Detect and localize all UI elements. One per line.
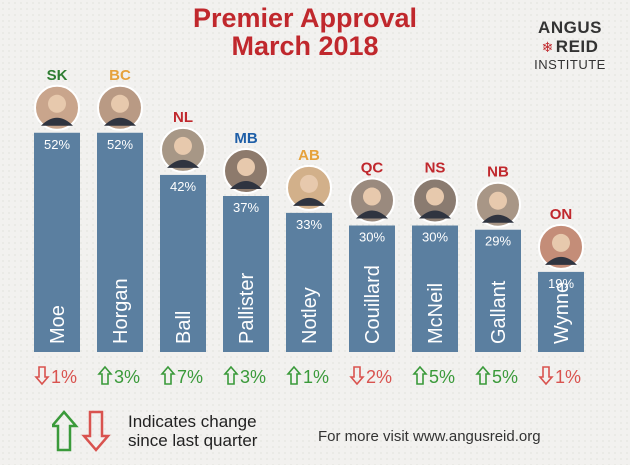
bar-wynne bbox=[538, 271, 584, 352]
up-arrow-icon bbox=[412, 365, 428, 385]
portrait-face-icon bbox=[237, 158, 255, 176]
portrait-suit-icon bbox=[419, 210, 451, 219]
maple-leaf-icon: ❄ bbox=[541, 39, 554, 55]
change-label: 1% bbox=[555, 367, 581, 387]
change-label: 2% bbox=[366, 367, 392, 387]
province-label: SK bbox=[47, 67, 68, 84]
province-label: ON bbox=[550, 206, 573, 223]
category-label: Horgan bbox=[110, 278, 132, 344]
portrait-face-icon bbox=[111, 94, 129, 113]
category-label: Ball bbox=[173, 311, 195, 344]
category-label: Wynne bbox=[551, 282, 573, 344]
legend-text-line-2: since last quarter bbox=[128, 431, 258, 450]
change-label: 1% bbox=[51, 367, 77, 387]
legend-down-arrow-icon bbox=[81, 410, 111, 452]
footer-link[interactable]: For more visit www.angusreid.org bbox=[318, 428, 541, 445]
down-arrow-icon bbox=[34, 366, 50, 386]
bar-horgan bbox=[97, 132, 143, 352]
bar-couillard bbox=[349, 225, 395, 352]
up-arrow-icon bbox=[97, 365, 113, 385]
category-label: McNeil bbox=[425, 283, 447, 344]
value-label: 52% bbox=[107, 137, 133, 152]
province-label: QC bbox=[361, 160, 384, 177]
province-label: NL bbox=[173, 109, 193, 126]
legend-text: Indicates change since last quarter bbox=[128, 412, 257, 450]
title-line-2: March 2018 bbox=[231, 31, 379, 61]
category-label: Moe bbox=[47, 305, 69, 344]
up-arrow-icon bbox=[223, 365, 239, 385]
portrait-face-icon bbox=[48, 94, 66, 113]
portrait-face-icon bbox=[552, 233, 570, 252]
logo-line-2: REID bbox=[555, 37, 599, 56]
province-label: BC bbox=[109, 67, 131, 84]
up-arrow-icon bbox=[286, 365, 302, 385]
change-label: 5% bbox=[492, 367, 518, 387]
category-label: Pallister bbox=[236, 273, 258, 344]
bar-ball bbox=[160, 174, 206, 352]
portrait-suit-icon bbox=[356, 210, 388, 219]
portrait-suit-icon bbox=[167, 159, 199, 168]
portrait-face-icon bbox=[300, 174, 318, 193]
portrait-face-icon bbox=[489, 191, 507, 210]
value-label: 33% bbox=[296, 217, 322, 232]
category-label: Couillard bbox=[362, 265, 384, 344]
value-label: 52% bbox=[44, 137, 70, 152]
category-label: Notley bbox=[299, 287, 321, 344]
category-label: Gallant bbox=[488, 280, 510, 344]
change-label: 1% bbox=[303, 367, 329, 387]
value-label: 37% bbox=[233, 200, 259, 215]
down-arrow-icon bbox=[538, 366, 554, 386]
province-label: MB bbox=[234, 130, 257, 147]
value-label: 30% bbox=[359, 230, 385, 245]
value-label: 30% bbox=[422, 230, 448, 245]
legend-arrows bbox=[52, 410, 111, 452]
logo-line-1: ANGUS bbox=[538, 18, 602, 37]
portrait-face-icon bbox=[174, 136, 192, 155]
chart-title: Premier Approval March 2018 bbox=[150, 4, 460, 60]
change-label: 3% bbox=[240, 367, 266, 387]
province-label: AB bbox=[298, 147, 320, 164]
value-label: 19% bbox=[548, 276, 574, 291]
legend-up-arrow-icon bbox=[52, 410, 79, 452]
portrait-suit-icon bbox=[104, 117, 136, 126]
portrait-suit-icon bbox=[230, 181, 262, 189]
value-label: 42% bbox=[170, 179, 196, 194]
legend-text-line-1: Indicates change bbox=[128, 412, 257, 431]
bar-pallister bbox=[223, 196, 269, 352]
portrait-suit-icon bbox=[41, 117, 73, 126]
bar-moe bbox=[34, 132, 80, 352]
portrait-face-icon bbox=[426, 187, 444, 206]
portrait-face-icon bbox=[363, 187, 381, 206]
portrait-suit-icon bbox=[545, 256, 577, 265]
change-label: 3% bbox=[114, 367, 140, 387]
logo-line-3: INSTITUTE bbox=[534, 57, 606, 72]
bar-gallant bbox=[475, 229, 521, 352]
value-label: 29% bbox=[485, 234, 511, 249]
province-label: NB bbox=[487, 164, 509, 181]
change-label: 5% bbox=[429, 367, 455, 387]
change-label: 7% bbox=[177, 367, 203, 387]
up-arrow-icon bbox=[475, 365, 491, 385]
angus-reid-logo: ANGUS ❄ REID INSTITUTE bbox=[524, 18, 616, 72]
title-line-1: Premier Approval bbox=[192, 3, 418, 33]
down-arrow-icon bbox=[349, 366, 365, 386]
up-arrow-icon bbox=[160, 365, 176, 385]
province-label: NS bbox=[425, 160, 446, 177]
bar-mcneil bbox=[412, 225, 458, 352]
portrait-suit-icon bbox=[293, 197, 325, 206]
bar-notley bbox=[286, 212, 332, 352]
portrait-suit-icon bbox=[482, 214, 514, 223]
